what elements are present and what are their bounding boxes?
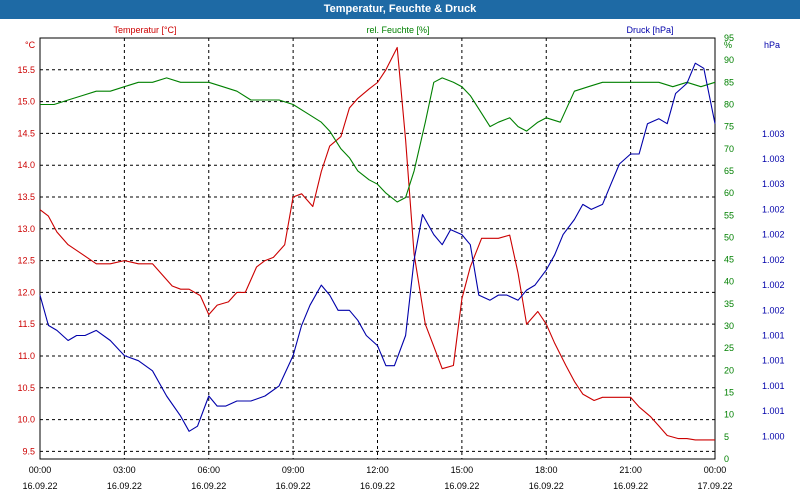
pressure-tick-label: 1.002 xyxy=(762,305,785,315)
pressure-tick-label: 1.003 xyxy=(762,179,785,189)
pressure-line xyxy=(39,62,716,432)
temperature-tick-label: 13.5 xyxy=(17,192,35,202)
humidity-tick-label: 95 xyxy=(724,33,734,43)
x-tick-time: 00:00 xyxy=(29,465,52,475)
temperature-tick-label: 10.5 xyxy=(17,383,35,393)
x-tick-date: 16.09.22 xyxy=(107,481,142,491)
pressure-tick-label: 1.003 xyxy=(762,129,785,139)
axis-labels: 00:00 16.09.22 03:00 16.09.22 06:00 16.09.22 0… xyxy=(17,25,784,491)
x-tick-date: 16.09.22 xyxy=(529,481,564,491)
humidity-tick-label: 70 xyxy=(724,144,734,154)
pressure-unit-label: hPa xyxy=(764,40,780,50)
humidity-tick-label: 40 xyxy=(724,277,734,287)
temperature-tick-label: 12.0 xyxy=(17,287,35,297)
temperature-unit-label: °C xyxy=(25,40,36,50)
humidity-tick-label: 60 xyxy=(724,188,734,198)
pressure-tick-label: 1.000 xyxy=(762,431,785,441)
humidity-tick-label: 65 xyxy=(724,166,734,176)
humidity-tick-label: 20 xyxy=(724,365,734,375)
humidity-tick-label: 45 xyxy=(724,255,734,265)
humidity-tick-label: 75 xyxy=(724,122,734,132)
x-tick-time: 21:00 xyxy=(619,465,642,475)
series-lines xyxy=(39,46,716,441)
x-tick-time: 12:00 xyxy=(366,465,389,475)
x-tick-time: 00:00 xyxy=(704,465,727,475)
grid-lines xyxy=(39,37,716,460)
temperature-tick-label: 9.5 xyxy=(22,446,35,456)
humidity-tick-label: 90 xyxy=(724,55,734,65)
temperature-tick-label: 14.5 xyxy=(17,128,35,138)
pressure-tick-label: 1.001 xyxy=(762,356,785,366)
pressure-tick-label: 1.002 xyxy=(762,255,785,265)
humidity-tick-label: 80 xyxy=(724,99,734,109)
x-tick-date: 16.09.22 xyxy=(191,481,226,491)
temperature-tick-label: 15.0 xyxy=(17,97,35,107)
humidity-tick-label: 85 xyxy=(724,77,734,87)
temperature-line xyxy=(39,46,715,441)
humidity-tick-label: 25 xyxy=(724,343,734,353)
window-title: Temperatur, Feuchte & Druck xyxy=(0,0,800,19)
temperature-tick-label: 10.0 xyxy=(17,415,35,425)
pressure-tick-label: 1.001 xyxy=(762,406,785,416)
pressure-tick-label: 1.002 xyxy=(762,280,785,290)
pressure-tick-label: 1.001 xyxy=(762,381,785,391)
humidity-line xyxy=(40,77,716,203)
temperature-tick-label: 14.0 xyxy=(17,160,35,170)
pressure-series-label: Druck [hPa] xyxy=(626,25,673,35)
temperature-tick-label: 15.5 xyxy=(17,65,35,75)
x-tick-date: 16.09.22 xyxy=(360,481,395,491)
chart-plot: 00:00 16.09.22 03:00 16.09.22 06:00 16.09.22 0… xyxy=(17,25,784,491)
humidity-tick-label: 0 xyxy=(724,454,729,464)
temperature-series-label: Temperatur [°C] xyxy=(113,25,176,35)
pressure-tick-label: 1.003 xyxy=(762,154,785,164)
temperature-tick-label: 11.5 xyxy=(18,319,35,329)
x-tick-time: 18:00 xyxy=(535,465,558,475)
humidity-unit-label: % xyxy=(724,40,732,50)
x-tick-time: 03:00 xyxy=(113,465,136,475)
x-tick-date: 16.09.22 xyxy=(613,481,648,491)
pressure-tick-label: 1.001 xyxy=(762,330,785,340)
humidity-tick-label: 30 xyxy=(724,321,734,331)
humidity-tick-label: 35 xyxy=(724,299,734,309)
x-tick-time: 06:00 xyxy=(197,465,220,475)
temperature-tick-label: 13.0 xyxy=(17,224,35,234)
x-tick-date: 16.09.22 xyxy=(444,481,479,491)
x-tick-date: 16.09.22 xyxy=(22,481,57,491)
humidity-series-label: rel. Feuchte [%] xyxy=(366,25,429,35)
temperature-tick-label: 12.5 xyxy=(17,256,35,266)
x-tick-time: 09:00 xyxy=(282,465,305,475)
pressure-tick-label: 1.002 xyxy=(762,230,785,240)
temperature-tick-label: 11.0 xyxy=(18,351,35,361)
humidity-tick-label: 10 xyxy=(724,410,734,420)
pressure-tick-label: 1.002 xyxy=(762,204,785,214)
humidity-tick-label: 15 xyxy=(724,388,734,398)
humidity-tick-label: 5 xyxy=(724,432,729,442)
humidity-tick-label: 50 xyxy=(724,232,734,242)
x-tick-date: 17.09.22 xyxy=(697,481,732,491)
x-tick-date: 16.09.22 xyxy=(276,481,311,491)
x-tick-time: 15:00 xyxy=(451,465,474,475)
humidity-tick-label: 55 xyxy=(724,210,734,220)
